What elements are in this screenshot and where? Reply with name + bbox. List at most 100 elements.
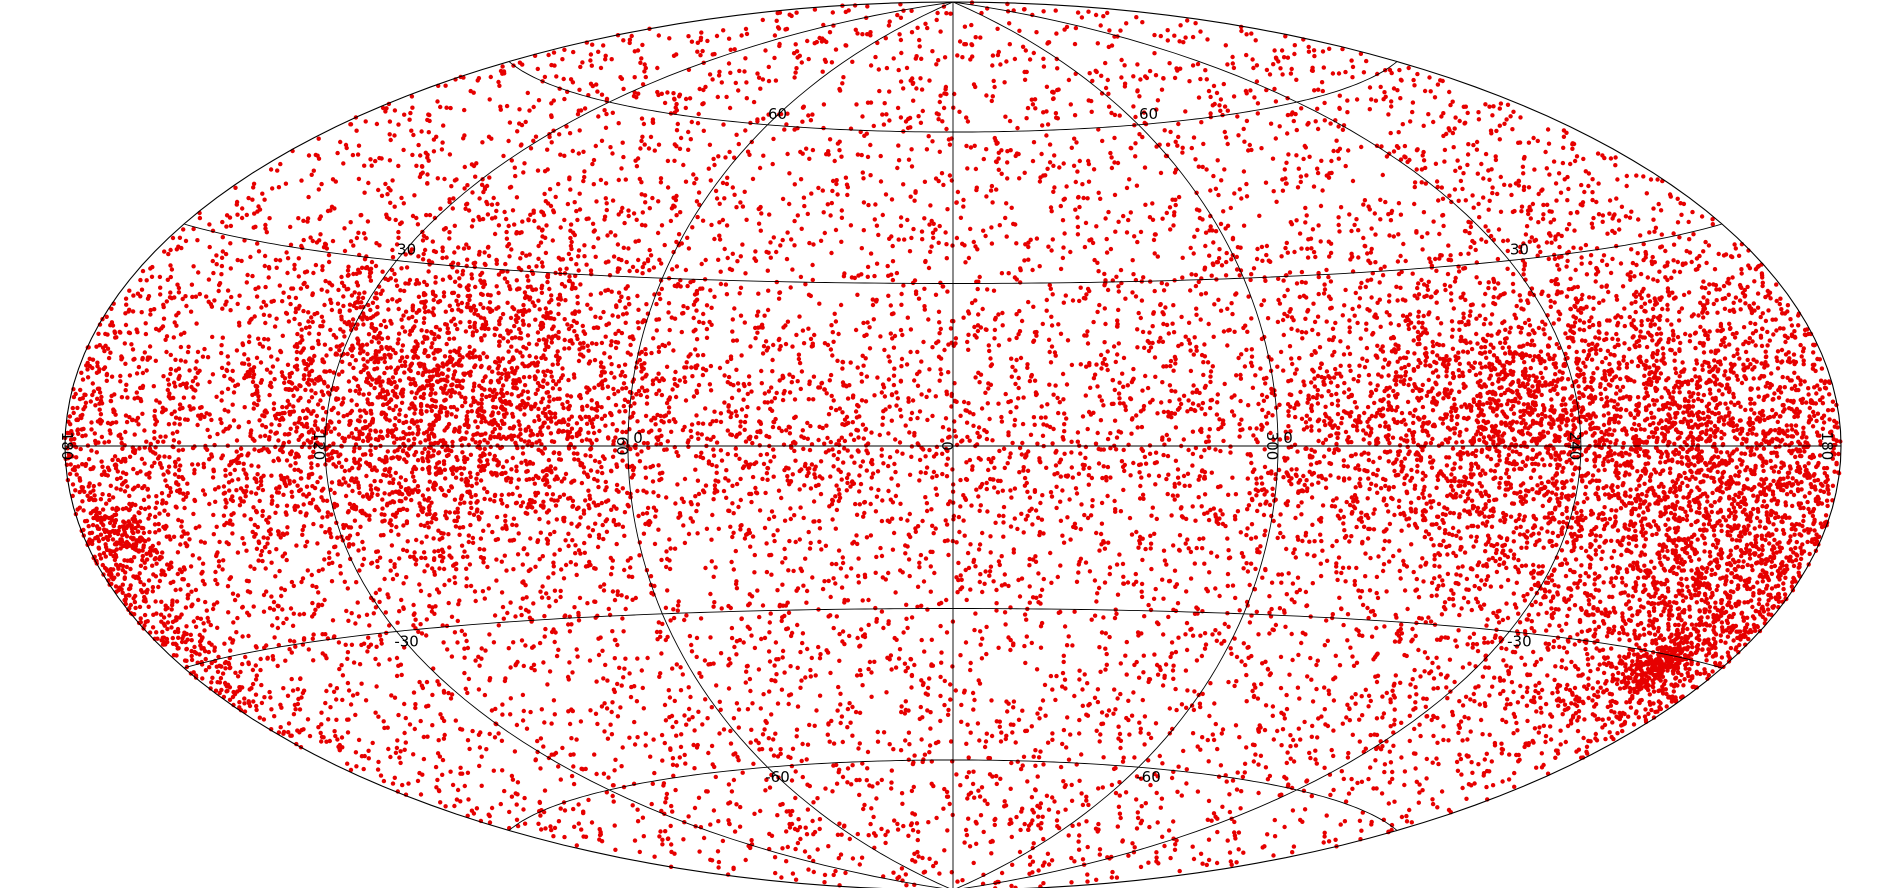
source-point <box>890 336 895 341</box>
source-point <box>1239 789 1244 794</box>
source-point <box>1053 383 1058 388</box>
source-point <box>806 529 811 535</box>
source-point <box>818 491 824 497</box>
source-point <box>993 520 998 525</box>
source-point <box>807 447 813 453</box>
source-point <box>1437 564 1442 569</box>
source-point <box>1240 774 1246 780</box>
source-point <box>924 147 930 152</box>
source-point <box>172 421 177 426</box>
source-point <box>1529 602 1535 608</box>
source-point <box>1477 313 1483 318</box>
source-point <box>828 347 834 352</box>
source-point <box>427 593 432 598</box>
source-point <box>1126 217 1131 223</box>
source-point <box>313 607 318 612</box>
source-point <box>928 726 933 731</box>
source-point <box>878 545 883 551</box>
source-point <box>930 523 935 528</box>
source-point <box>464 638 469 644</box>
source-point <box>1429 580 1435 585</box>
source-point <box>1248 561 1254 566</box>
source-point <box>1566 186 1571 192</box>
source-point <box>1404 813 1409 819</box>
source-point <box>462 186 467 191</box>
source-point <box>889 780 894 785</box>
source-point <box>275 616 280 621</box>
source-point <box>1618 261 1624 266</box>
source-point <box>968 730 973 735</box>
source-point <box>1391 234 1397 239</box>
source-point <box>1185 537 1190 542</box>
source-point <box>941 806 946 811</box>
source-point <box>598 177 604 183</box>
source-point <box>1431 119 1436 125</box>
source-point <box>640 815 646 820</box>
source-point <box>650 195 655 201</box>
source-point <box>1183 668 1189 673</box>
source-point <box>1257 213 1262 218</box>
source-point <box>809 655 814 661</box>
source-point <box>1053 463 1059 468</box>
source-point <box>1638 271 1644 277</box>
source-point <box>915 25 920 30</box>
source-point <box>999 271 1005 276</box>
source-point <box>1287 309 1292 314</box>
source-point <box>473 658 478 663</box>
source-point <box>1651 217 1656 222</box>
source-point <box>1465 110 1470 116</box>
source-point <box>1378 84 1383 90</box>
source-point <box>1026 257 1031 262</box>
source-point <box>707 142 713 147</box>
source-point <box>127 493 132 499</box>
source-point <box>612 768 617 773</box>
source-point <box>1340 127 1346 132</box>
source-point <box>639 116 645 121</box>
source-point <box>1299 106 1304 111</box>
source-point <box>1041 422 1046 427</box>
source-point <box>826 722 831 727</box>
source-point <box>514 817 520 822</box>
source-point <box>306 153 312 158</box>
source-point <box>556 302 561 307</box>
source-point <box>1101 403 1106 408</box>
source-point <box>1313 748 1318 753</box>
source-point <box>1223 135 1229 140</box>
source-point <box>1531 135 1536 141</box>
source-point <box>1195 61 1201 67</box>
source-point <box>1238 427 1243 433</box>
source-point <box>1027 871 1032 876</box>
source-point <box>757 165 763 171</box>
source-point <box>353 712 358 718</box>
source-point <box>640 685 645 691</box>
source-point <box>1280 317 1286 323</box>
source-point <box>1337 93 1343 98</box>
source-point <box>1143 801 1149 806</box>
source-point <box>1094 728 1099 733</box>
source-point <box>828 372 834 378</box>
source-point <box>780 582 785 587</box>
source-point <box>1068 249 1073 255</box>
source-point <box>1241 223 1247 228</box>
source-point <box>954 540 959 545</box>
source-point <box>532 419 537 424</box>
source-point <box>1189 145 1195 151</box>
source-point <box>668 546 673 551</box>
source-point <box>1452 187 1458 192</box>
source-point <box>1312 384 1318 389</box>
source-point <box>558 806 563 811</box>
source-point <box>622 666 627 671</box>
source-point <box>1121 213 1126 219</box>
source-point <box>793 458 798 463</box>
source-point <box>262 545 268 550</box>
source-point <box>432 336 437 341</box>
source-point <box>628 565 633 570</box>
source-point <box>1048 550 1053 556</box>
source-point <box>866 666 871 672</box>
source-point <box>576 618 582 623</box>
source-point <box>1345 755 1351 760</box>
source-point <box>748 740 753 745</box>
source-point <box>1208 379 1213 385</box>
source-point <box>441 123 446 128</box>
source-point <box>482 486 487 491</box>
